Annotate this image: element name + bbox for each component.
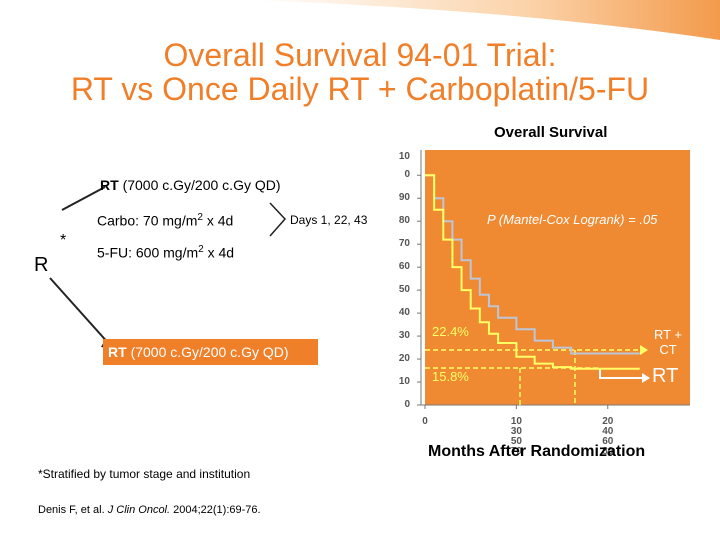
arm-bottom: RT (7000 c.Gy/200 c.Gy QD) (103, 339, 318, 365)
y-tick-label: 90 (398, 192, 410, 204)
chart-title: Overall Survival (494, 124, 608, 141)
text: J Clin Oncol. (107, 504, 171, 516)
y-tick-label: 50 (398, 284, 410, 296)
arm-label: RT (108, 344, 127, 360)
title-line: RT vs Once Daily RT + Carboplatin/5-FU (70, 71, 650, 107)
annotation: 22.4% (432, 324, 469, 339)
y-tick-label: 30 (398, 330, 410, 342)
reference-line (425, 349, 642, 405)
pointer-head (640, 345, 648, 355)
annotation: 15.8% (432, 369, 469, 384)
survival-curve (425, 174, 640, 370)
x-axis-label: Months After Randomization (428, 443, 646, 460)
header-band (250, 0, 720, 40)
text: Carbo: 70 mg/m (97, 212, 198, 229)
citation: Denis F, et al. J Clin Oncol. 2004;22(1)… (38, 504, 261, 516)
x-tick-label: 10 30 50 70 (510, 416, 522, 457)
pointer-head (642, 373, 650, 383)
text: 2004;22(1):69-76. (170, 504, 261, 516)
arm-dose: (7000 c.Gy/200 c.Gy QD) (122, 177, 281, 193)
text: 5-FU: 600 mg/m (97, 244, 199, 261)
series-label: RT (652, 365, 679, 387)
text: x 4d (203, 244, 235, 261)
randomize: R (34, 254, 49, 276)
text: Denis F, et al. (38, 504, 108, 516)
text: x 4d (202, 212, 234, 229)
arm-label: RT (100, 177, 119, 193)
footnote: *Stratified by tumor stage and instituti… (38, 467, 251, 481)
text: 2 (197, 212, 203, 223)
days: Days 1, 22, 43 (290, 213, 368, 227)
series-label: RT + CT (653, 327, 683, 357)
carbo: Carbo: 70 mg/m2 x 4d (97, 212, 233, 229)
star: * (60, 232, 67, 249)
y-tick-label: 10 (398, 376, 410, 388)
text: 2 (198, 244, 204, 255)
y-tick-label: 60 (398, 261, 410, 273)
arm-line-top (61, 186, 106, 211)
fu: 5-FU: 600 mg/m2 x 4d (97, 244, 234, 261)
arm-top: RT (7000 c.Gy/200 c.Gy QD) (100, 177, 281, 193)
y-tick-label: 0 (404, 399, 410, 410)
y-tick-label: 40 (398, 307, 410, 319)
x-tick-label: 20 40 60 80 (602, 416, 614, 457)
arm-dose: (7000 c.Gy/200 c.Gy QD) (130, 344, 289, 360)
pointer (599, 368, 642, 379)
bracket (269, 202, 287, 237)
title-line: Overall Survival 94-01 Trial: (163, 37, 557, 73)
plot-area (425, 150, 690, 405)
x-tick-label: 0 (422, 416, 428, 427)
y-tick-label: 20 (398, 353, 410, 365)
arm-line-bottom (49, 277, 111, 346)
survival-curve (425, 174, 640, 355)
p-value: P (Mantel-Cox Logrank) = .05 (487, 212, 658, 227)
y-tick-label: 80 (398, 215, 410, 227)
y-tick-label: 10 0 (398, 151, 410, 181)
y-tick-label: 70 (398, 238, 410, 250)
